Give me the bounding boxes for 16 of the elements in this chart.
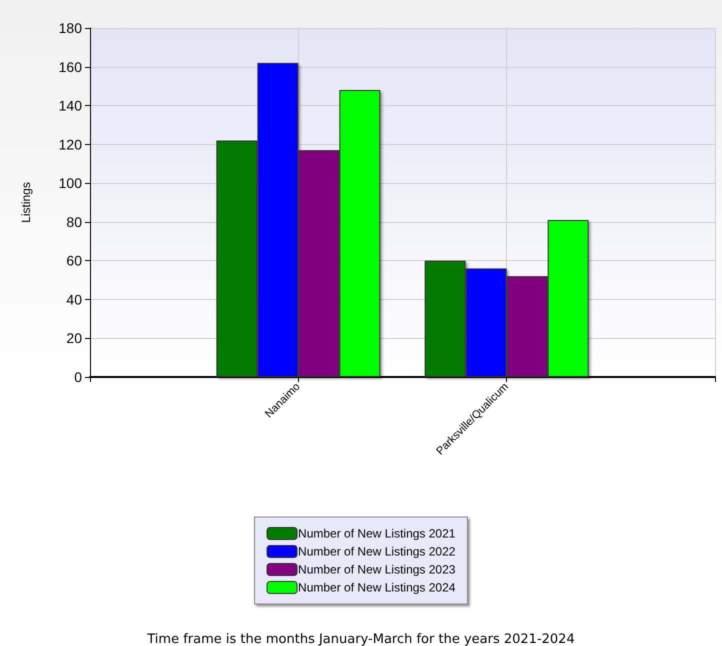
y-tick-label: 20 (66, 330, 82, 346)
text: Time frame is the months January-March for the years 2021-2024 (146, 632, 575, 646)
legend-label: Number of New Listings 2024 (298, 580, 456, 594)
legend-label: Number of New Listings 2022 (298, 544, 456, 558)
y-tick-label: 160 (58, 58, 82, 75)
legend-label: Number of New Listings 2021 (298, 526, 456, 540)
y-tick-label: 0 (74, 369, 82, 385)
y-tick-label: 140 (58, 98, 82, 114)
legend-label: Number of New Listings 2023 (298, 562, 456, 576)
y-tick-label: 180 (58, 20, 82, 36)
y-tick-label: 80 (66, 214, 82, 230)
y-tick-label: 60 (66, 252, 82, 269)
y-tick-label: 40 (66, 291, 82, 308)
y-tick-label: 120 (58, 136, 82, 152)
y-axis-title: Listings (19, 182, 33, 223)
y-tick-label: 100 (58, 175, 82, 192)
